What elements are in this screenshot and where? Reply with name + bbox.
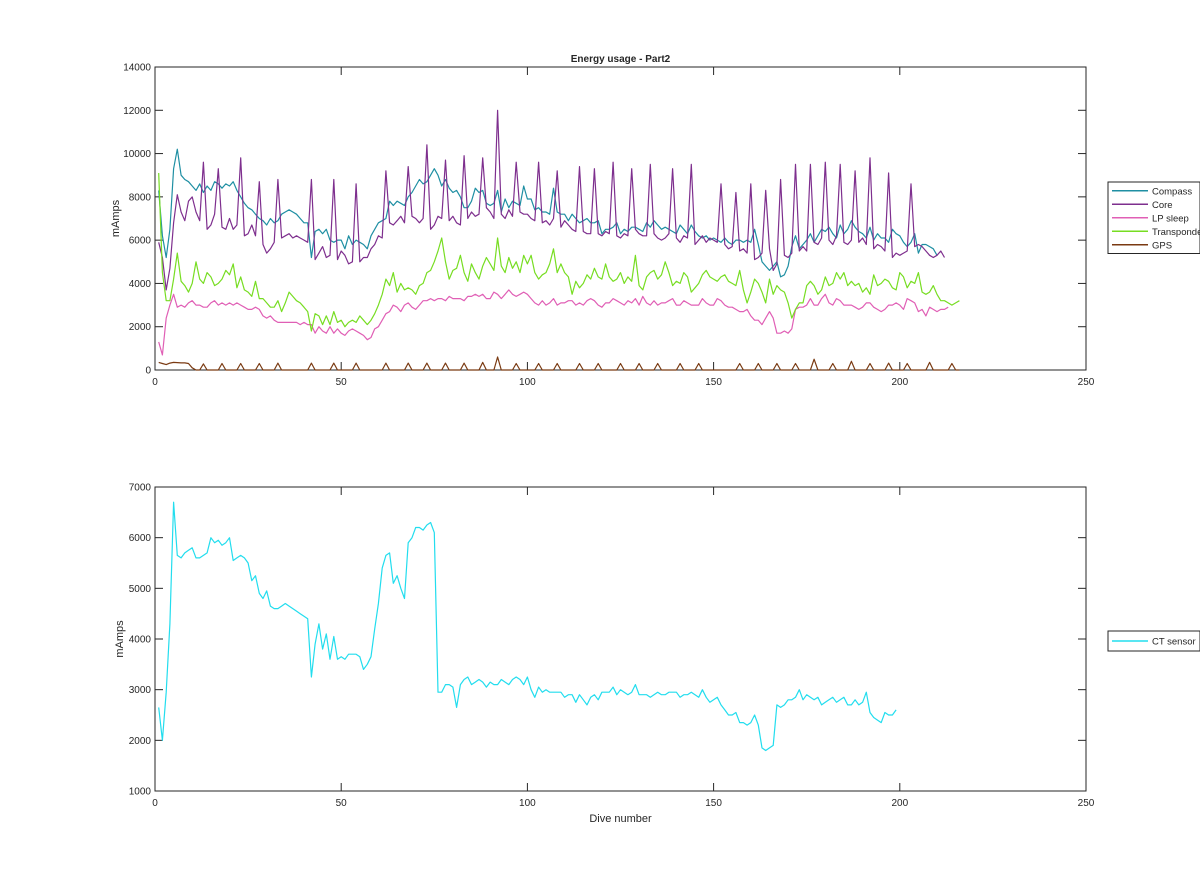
y-tick-label: 5000	[129, 584, 152, 595]
series-line-transponder	[158, 172, 960, 332]
y-tick-label: 3000	[129, 685, 152, 696]
chart-title: Energy usage - Part2	[571, 54, 671, 65]
x-tick-label: 150	[705, 798, 722, 809]
x-tick-label: 50	[336, 377, 348, 388]
y-tick-label: 8000	[129, 192, 152, 203]
series-line-ct-sensor	[158, 501, 897, 752]
legend-entry: CT sensor	[1152, 637, 1196, 648]
series-lines-top	[158, 109, 960, 371]
axis-ticks-top: 0 50 100 150 200 250 0 2000 4000 6000 8000 10000 120…	[123, 63, 1095, 389]
y-tick-label: 2000	[129, 736, 152, 747]
x-tick-label: 250	[1078, 377, 1095, 388]
y-tick-label: 7000	[129, 483, 152, 494]
y-axis-label-top: mAmps	[110, 199, 122, 237]
legend-entry: Compass	[1152, 186, 1192, 197]
x-tick-label: 250	[1078, 798, 1095, 809]
y-tick-label: 4000	[129, 635, 152, 646]
y-tick-label: 14000	[123, 63, 151, 74]
x-tick-label: 100	[519, 798, 536, 809]
y-tick-label: 6000	[129, 236, 152, 247]
x-tick-label: 50	[336, 798, 348, 809]
series-line-lp-sleep	[158, 289, 949, 356]
legend-entry: Core	[1152, 200, 1173, 211]
ct-sensor-chart: 0 50 100 150 200 250 1000 2000 3000 4000 5000 6000 7…	[114, 483, 1200, 825]
series-lines-bottom	[158, 501, 897, 752]
y-tick-label: 6000	[129, 533, 152, 544]
x-tick-label: 0	[152, 377, 158, 388]
x-tick-label: 200	[891, 377, 908, 388]
y-tick-label: 10000	[123, 149, 151, 160]
legend-entry: Transponder	[1152, 227, 1200, 238]
y-tick-label: 4000	[129, 279, 152, 290]
y-tick-label: 1000	[129, 787, 152, 798]
y-tick-label: 2000	[129, 322, 152, 333]
legend-entry: GPS	[1152, 240, 1172, 251]
x-tick-label: 150	[705, 377, 722, 388]
x-tick-label: 0	[152, 798, 158, 809]
y-tick-label: 12000	[123, 106, 151, 117]
x-tick-label: 100	[519, 377, 536, 388]
legend-entry: LP sleep	[1152, 213, 1189, 224]
energy-usage-chart: 0 50 100 150 200 250 0 2000 4000 6000 8000 10000 120…	[110, 54, 1200, 388]
y-tick-label: 0	[145, 366, 151, 377]
x-axis-label: Dive number	[589, 813, 652, 825]
legend-top: Compass Core LP sleep Transponder GPS	[1107, 181, 1200, 254]
x-tick-label: 200	[891, 798, 908, 809]
legend-box	[1107, 630, 1200, 652]
plot-area-top	[154, 66, 1087, 371]
plot-area-bottom	[154, 486, 1087, 792]
series-line-gps	[158, 356, 960, 371]
axis-ticks-bottom: 0 50 100 150 200 250 1000 2000 3000 4000 5000 6000 7…	[129, 483, 1095, 810]
series-line-core	[158, 109, 946, 291]
legend-bottom: CT sensor	[1107, 630, 1200, 652]
y-axis-label-bottom: mAmps	[114, 620, 126, 658]
